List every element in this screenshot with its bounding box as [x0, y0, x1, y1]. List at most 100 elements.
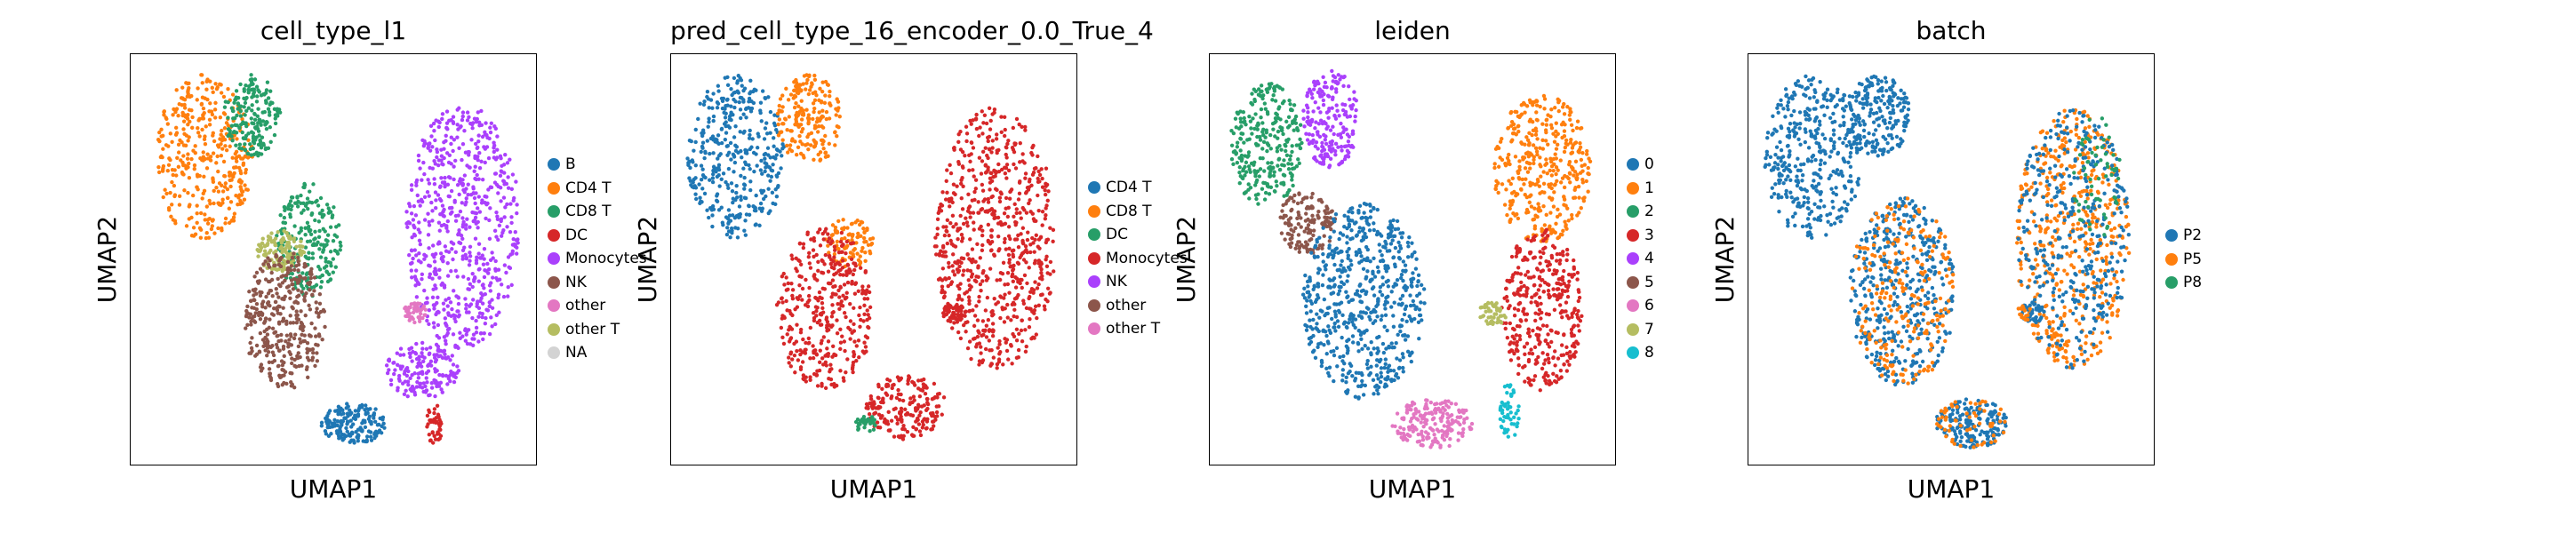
scatter-point — [1040, 185, 1045, 189]
scatter-point — [266, 235, 271, 239]
scatter-point — [1310, 191, 1315, 196]
scatter-point — [1235, 145, 1240, 149]
scatter-point — [828, 261, 834, 266]
scatter-point — [432, 410, 436, 416]
scatter-point — [409, 183, 414, 187]
scatter-point — [472, 169, 476, 174]
scatter-point — [216, 189, 221, 194]
scatter-point — [920, 388, 925, 393]
scatter-point — [787, 361, 791, 365]
scatter-point — [820, 300, 825, 306]
scatter-point — [700, 146, 705, 150]
scatter-point — [1029, 183, 1034, 187]
scatter-point — [729, 181, 734, 186]
scatter-point — [431, 121, 436, 126]
scatter-point — [273, 330, 278, 335]
scatter-point — [287, 350, 292, 354]
scatter-point — [1020, 124, 1024, 130]
scatter-point — [283, 294, 287, 299]
scatter-point — [264, 294, 268, 299]
scatter-point — [972, 323, 977, 329]
scatter-point — [165, 169, 171, 173]
scatter-point — [815, 369, 820, 373]
scatter-point — [439, 158, 444, 163]
scatter-point — [1253, 171, 1258, 176]
scatter-point — [166, 144, 171, 148]
scatter-point — [240, 201, 244, 205]
scatter-point — [785, 128, 789, 132]
scatter-point — [452, 177, 456, 182]
scatter-point — [484, 202, 489, 207]
scatter-point — [455, 182, 460, 187]
scatter-point — [426, 146, 430, 150]
scatter-point — [395, 351, 399, 355]
scatter-point — [199, 73, 204, 77]
scatter-point — [424, 370, 429, 376]
scatter-point — [496, 267, 501, 272]
scatter-point — [412, 234, 418, 238]
scatter-point — [1272, 170, 1276, 174]
scatter-point — [417, 357, 421, 362]
scatter-point — [970, 198, 975, 203]
scatter-point — [703, 175, 708, 180]
scatter-point — [430, 209, 435, 213]
scatter-point — [702, 99, 707, 104]
scatter-point — [436, 124, 441, 130]
scatter-point — [834, 292, 838, 297]
scatter-point — [182, 113, 187, 117]
scatter-point — [488, 258, 493, 262]
scatter-point — [407, 346, 412, 352]
scatter-point — [274, 342, 279, 347]
scatter-point — [292, 336, 297, 341]
scatter-point — [272, 132, 277, 138]
scatter-point — [841, 293, 845, 298]
scatter-point — [812, 238, 817, 243]
scatter-point — [948, 163, 952, 168]
scatter-point — [441, 254, 445, 259]
scatter-point — [731, 196, 735, 201]
scatter-point — [279, 245, 284, 250]
scatter-point — [774, 195, 780, 199]
scatter-point — [948, 282, 954, 286]
scatter-point — [768, 155, 772, 160]
scatter-point — [1016, 347, 1021, 353]
scatter-point — [980, 228, 985, 233]
scatter-point — [1280, 209, 1284, 213]
scatter-point — [1241, 167, 1246, 171]
scatter-point — [866, 324, 870, 330]
scatter-point — [238, 185, 243, 189]
scatter-point — [257, 279, 262, 283]
scatter-point — [430, 276, 435, 281]
scatter-point — [509, 220, 514, 226]
x-axis-label: UMAP1 — [289, 474, 378, 504]
scatter-point — [487, 218, 492, 223]
scatter-point — [339, 418, 344, 424]
scatter-point — [906, 381, 910, 386]
scatter-point — [1243, 154, 1247, 158]
scatter-point — [509, 215, 514, 219]
scatter-point — [975, 318, 980, 322]
scatter-point — [1039, 167, 1044, 171]
scatter-point — [1265, 148, 1269, 154]
scatter-point — [289, 268, 293, 273]
scatter-point — [299, 309, 303, 314]
scatter-point — [737, 99, 741, 105]
scatter-point — [1012, 248, 1016, 253]
scatter-point — [823, 150, 828, 155]
scatter-point — [276, 276, 280, 282]
scatter-point — [185, 156, 190, 161]
scatter-point — [841, 273, 845, 277]
scatter-point — [826, 154, 830, 158]
scatter-point — [891, 383, 895, 387]
scatter-point — [837, 295, 842, 299]
scatter-point — [1264, 128, 1269, 132]
scatter-point — [275, 307, 280, 313]
scatter-point — [236, 165, 242, 171]
scatter-point — [483, 160, 487, 165]
scatter-point — [811, 248, 816, 252]
scatter-point — [1332, 75, 1338, 80]
scatter-point — [1252, 126, 1257, 131]
panel-title: pred_cell_type_16_encoder_0.0_True_4 — [670, 16, 1154, 45]
scatter-point — [818, 158, 822, 163]
scatter-point — [187, 161, 191, 166]
